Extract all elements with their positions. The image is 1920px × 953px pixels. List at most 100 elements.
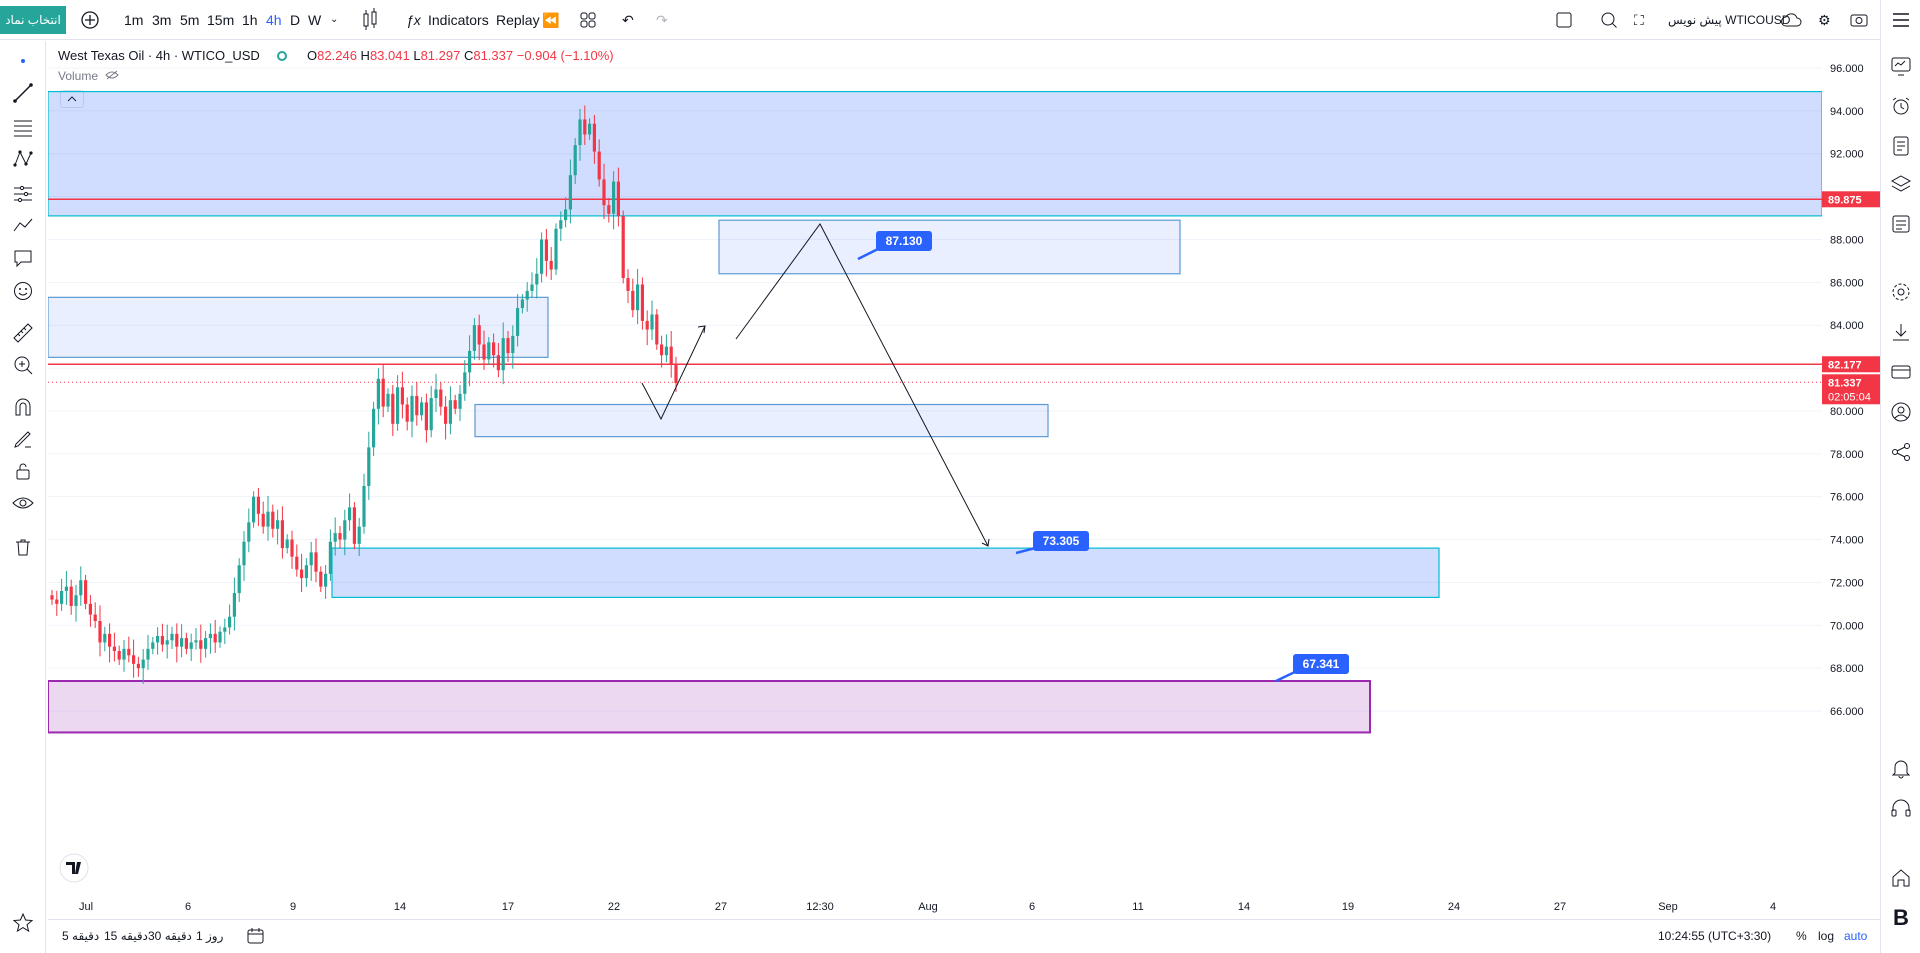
card-icon[interactable] [1889,360,1913,384]
pattern-icon[interactable] [11,147,35,171]
candle-body [453,400,457,409]
candles-icon[interactable] [362,0,378,40]
candle-body [520,299,524,309]
timeframe-d[interactable]: D [290,12,301,28]
menu-icon[interactable] [1889,8,1913,32]
settings-gear-icon[interactable]: ⚙ [1818,12,1831,28]
range-5m[interactable]: 5 دقیقه [62,929,100,943]
candle-body [55,599,59,604]
draw-pencil-icon[interactable] [11,427,35,451]
candle-body [84,580,88,604]
time-scale[interactable]: Jul 6 9 14 17 22 27 12:30 Aug 6 11 14 19 24 27 Sep 4 [48,893,1880,919]
cloud-save-icon[interactable] [1780,0,1802,40]
percent-toggle[interactable]: % [1796,929,1807,943]
bottom-toolbar: 5 دقیقه 15 دقیقه 30 دقیقه 1 روز 10:24:55… [48,919,1880,953]
emoji-icon[interactable] [11,279,35,303]
chart-title[interactable]: West Texas Oil · 4h · WTICO_USD [58,48,260,63]
brand-logo-icon[interactable]: B [1893,905,1909,930]
annotation-text-icon[interactable] [11,246,35,270]
candle-body [420,402,424,416]
quick-search-icon[interactable] [1600,0,1618,40]
range-15m[interactable]: 15 دقیقه [104,929,148,943]
favorites-star-icon[interactable] [11,911,35,935]
replay-icon[interactable]: ⏪ [542,12,560,28]
replay-button[interactable]: Replay [496,12,540,28]
timeframe-1m[interactable]: 1m [124,12,144,28]
hidden-eye-icon[interactable] [105,69,120,83]
download-icon[interactable] [1889,320,1913,344]
candle-body [60,590,64,604]
camera-icon[interactable] [1850,0,1868,40]
ruler-icon[interactable] [11,321,35,345]
candle-body [588,123,592,135]
candle-body [400,387,404,405]
eye-icon[interactable] [11,491,35,515]
timeframe-1h[interactable]: 1h [242,12,258,28]
demand-zone-80 [474,403,1049,438]
price-tick-label: 74.000 [1830,535,1864,547]
volume-indicator-label[interactable]: Volume [58,69,120,83]
user-profile-icon[interactable] [1889,400,1913,424]
candle-body [132,655,136,664]
prediction-icon[interactable] [11,213,35,237]
price-chart[interactable]: 87.130 73.305 67.341 [48,41,1822,893]
home-icon[interactable] [1889,866,1913,890]
price-tick-label: 76.000 [1830,492,1864,504]
clock-timezone[interactable]: 10:24:55 (UTC+3:30) [1658,929,1772,943]
indicators-icon[interactable]: ƒx [406,12,421,28]
zoom-in-icon[interactable] [11,353,35,377]
expand-icon[interactable]: ⛶ [1634,12,1644,28]
timeframe-15m[interactable]: 15m [207,12,235,28]
symbol-search-button[interactable]: انتخاب نماد [0,6,66,34]
log-toggle[interactable]: log [1818,929,1835,943]
alarm-clock-icon[interactable] [1889,94,1913,118]
candle-body [309,552,313,566]
settings-icon[interactable] [1889,280,1913,304]
add-symbol-icon[interactable] [80,0,100,40]
callout-box [1033,531,1089,551]
news-icon[interactable] [1889,212,1913,236]
candle-body [434,389,438,399]
magnet-icon[interactable] [11,395,35,419]
candle-body [674,363,678,384]
chevron-down-icon[interactable]: ⌄ [330,14,339,25]
layout-grid-icon[interactable] [580,0,596,40]
timeframe-5m[interactable]: 5m [180,12,200,28]
trend-line-icon[interactable] [11,81,35,105]
headset-icon[interactable] [1889,796,1913,820]
lock-icon[interactable] [11,459,35,483]
symbol-draft-label[interactable]: پیش نویس WTICOUSD [1668,13,1791,27]
watchlist-icon[interactable] [1889,54,1913,78]
range-30m[interactable]: 30 دقیقه [148,929,192,943]
candle-body [328,541,332,574]
collapse-legend-button[interactable] [60,90,84,108]
range-1d[interactable]: 1 روز [196,929,224,943]
trash-icon[interactable] [11,535,35,559]
forecast-icon[interactable] [11,181,35,205]
date-range-icon[interactable] [246,927,266,950]
candle-body [357,526,361,544]
auto-toggle[interactable]: auto [1844,929,1868,943]
fib-lines-icon[interactable] [11,115,35,139]
cursor-dot-icon[interactable] [11,49,35,73]
notification-bell-icon[interactable] [1889,756,1913,780]
layers-icon[interactable] [1889,172,1913,196]
undo-icon[interactable]: ↶ [622,12,634,28]
share-icon[interactable] [1889,440,1913,464]
fullscreen-square-icon[interactable] [1556,0,1572,40]
notes-icon[interactable] [1889,134,1913,158]
timeframe-w[interactable]: W [308,12,322,28]
timeframe-3m[interactable]: 3m [152,12,172,28]
candle-body [237,565,241,594]
time-tick-label: 14 [1238,901,1250,913]
candle-body [583,119,587,135]
demand-zone-72 [331,547,1440,599]
indicators-button[interactable]: Indicators [428,12,489,28]
time-tick-label: 17 [502,901,514,913]
price-tag-label: 81.337 [1828,377,1862,389]
redo-icon[interactable]: ↷ [656,12,668,28]
candle-body [314,552,318,572]
price-scale[interactable]: 96.00094.00092.00090.00088.00086.00084.0… [1822,41,1880,893]
timeframe-4h[interactable]: 4h [266,12,282,28]
price-tick-label: 94.000 [1830,106,1864,118]
